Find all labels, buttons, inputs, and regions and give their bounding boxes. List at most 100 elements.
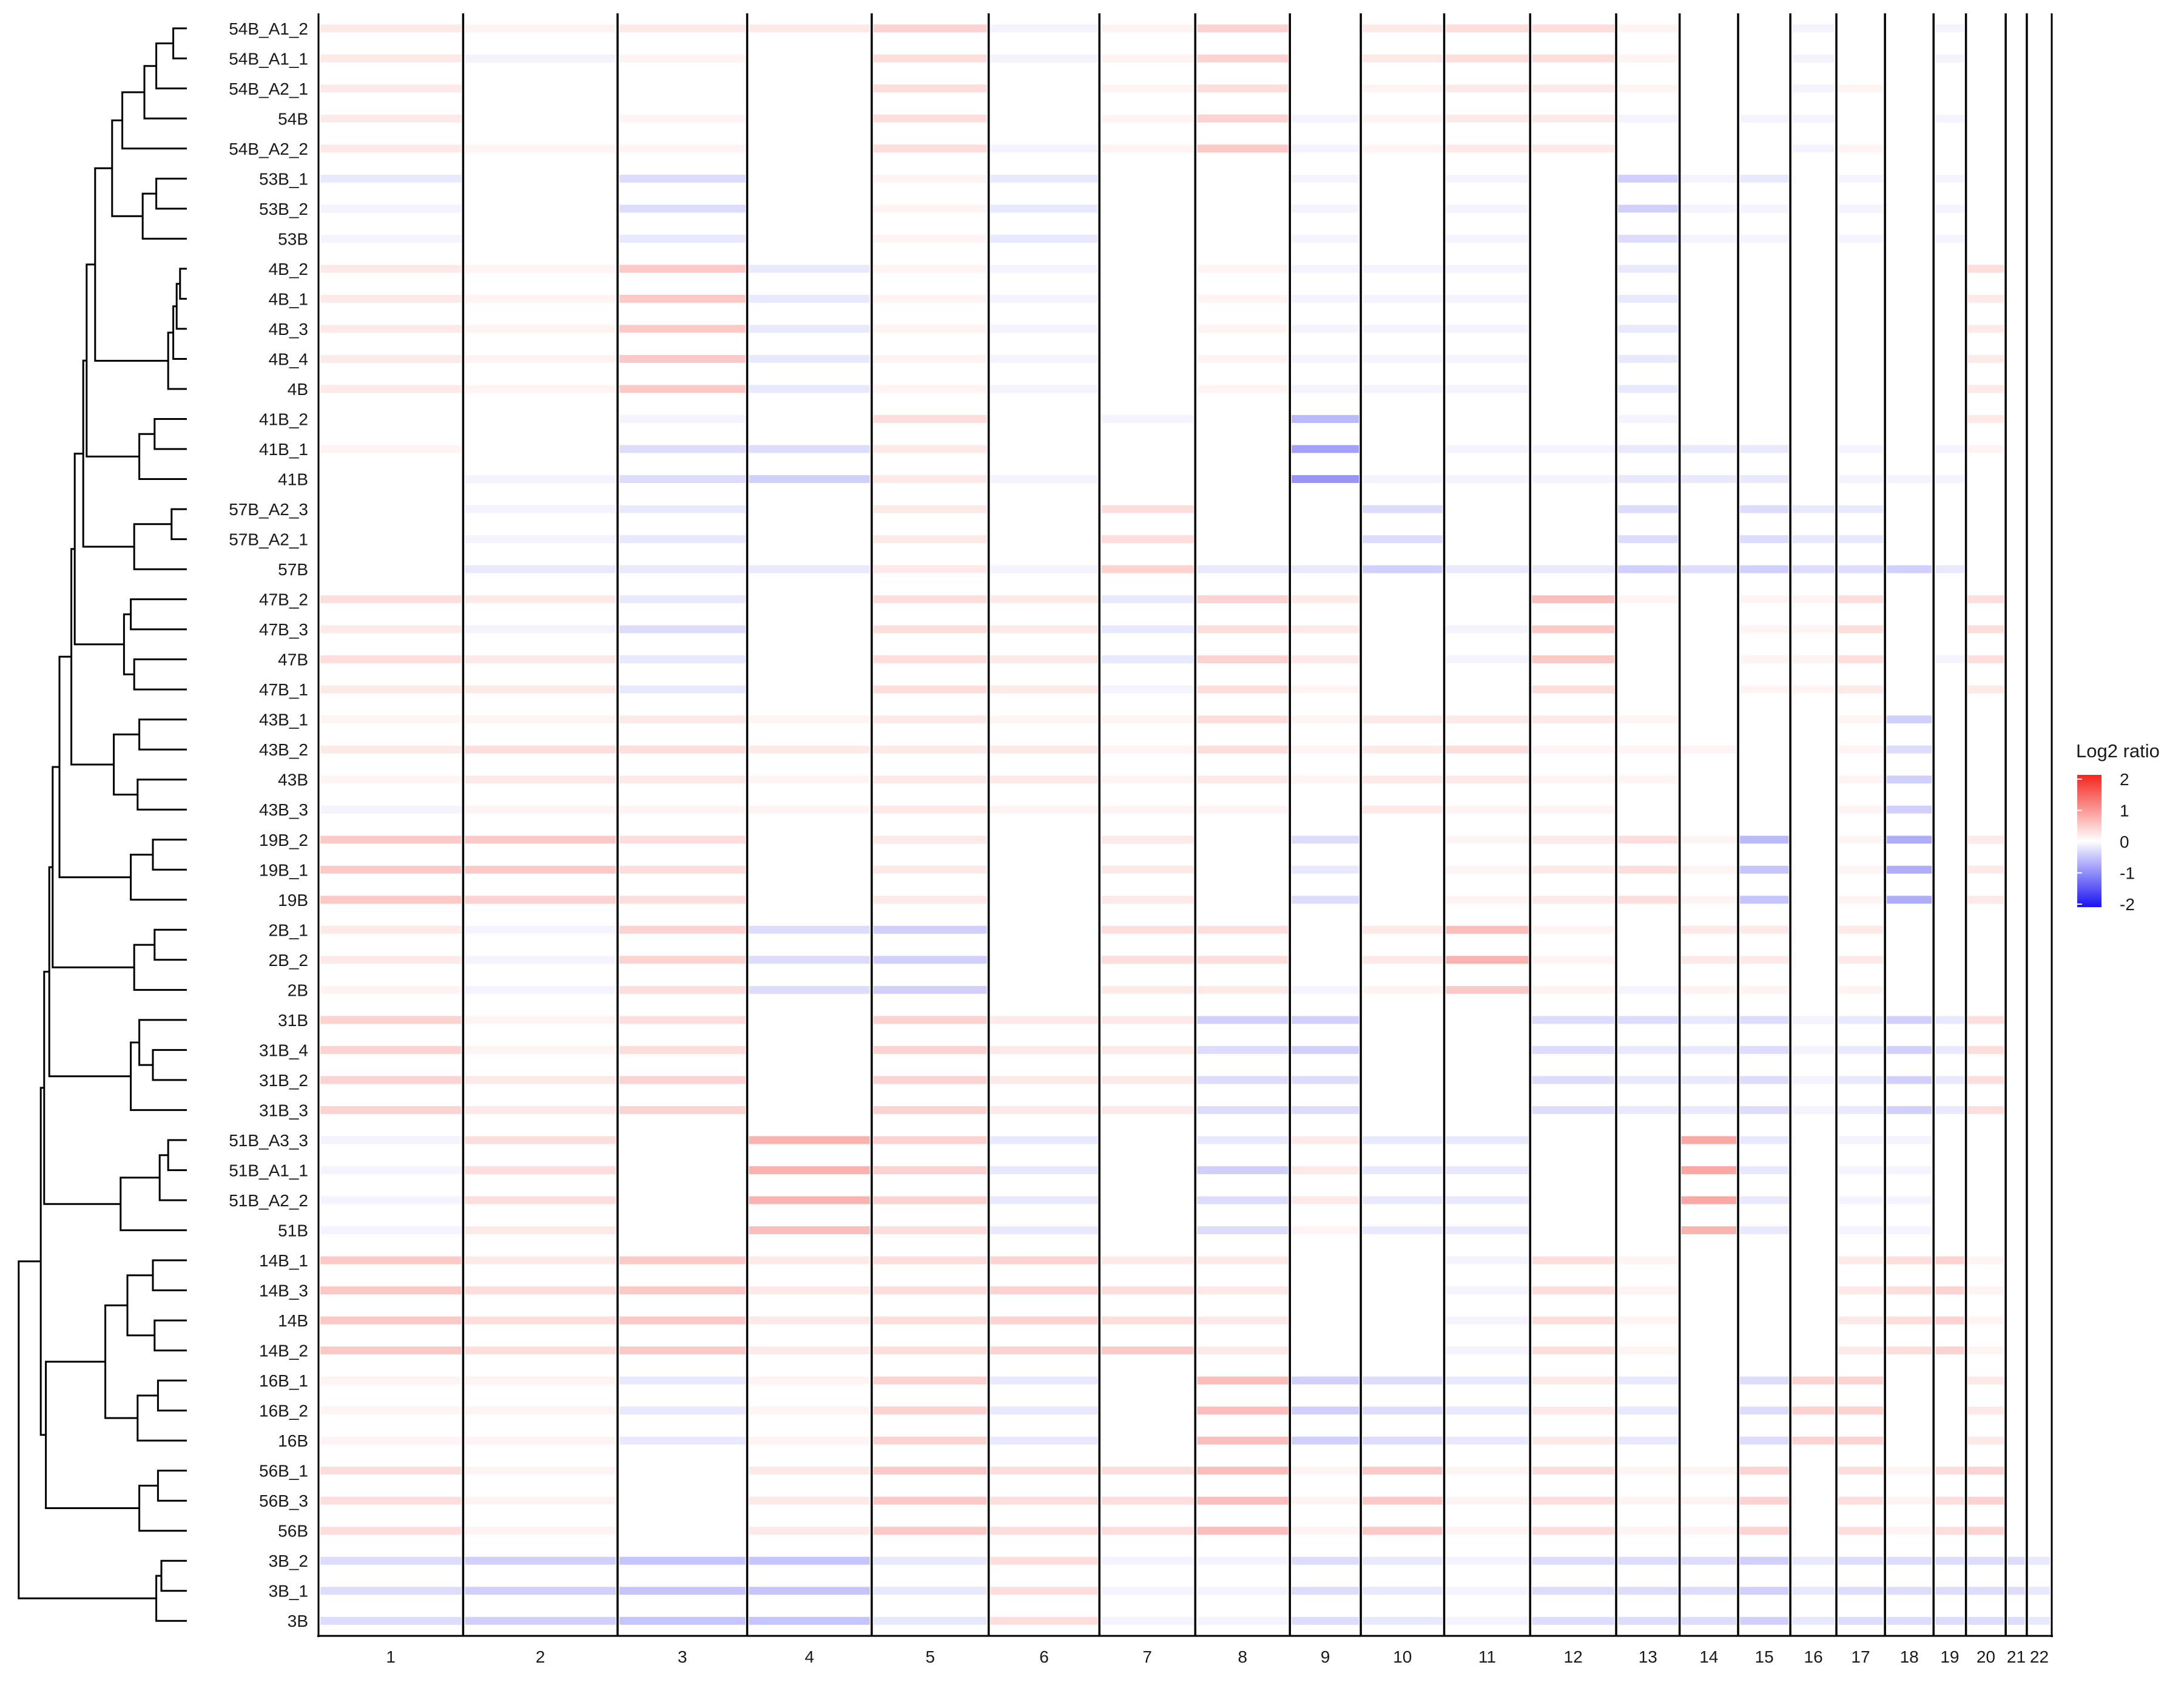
heatmap-cell (1792, 1256, 1835, 1265)
heatmap-cell (1935, 925, 1964, 934)
heatmap-cell (1363, 1136, 1443, 1144)
heatmap-cell (1101, 1316, 1194, 1325)
heatmap-cell (1363, 745, 1443, 754)
heatmap-cell (1740, 745, 1789, 754)
heatmap-cell (465, 1106, 616, 1114)
dendrogram-branch (136, 1394, 187, 1442)
heatmap-cell (990, 715, 1098, 724)
heatmap-cell (1101, 144, 1194, 153)
heatmap-cell (1197, 1556, 1289, 1565)
heatmap-cell (1967, 1286, 2004, 1294)
heatmap-cell (990, 234, 1098, 243)
heatmap-cell (1838, 204, 1884, 213)
heatmap-cell (1618, 1076, 1678, 1084)
heatmap-cell (320, 1136, 462, 1144)
heatmap-cell (1967, 385, 2004, 393)
heatmap-cell (1446, 865, 1529, 874)
heatmap-cell (1935, 1016, 1964, 1024)
heatmap-cell (1618, 1166, 1678, 1174)
heatmap-cell (873, 1166, 987, 1174)
dendrogram-branch (155, 177, 187, 210)
heatmap-cell (619, 535, 746, 544)
heatmap-cell (1681, 84, 1736, 93)
heatmap-cell (1363, 595, 1443, 604)
heatmap-cell (873, 54, 987, 62)
heatmap-cell (1967, 355, 2004, 363)
heatmap-cell (1740, 174, 1789, 183)
heatmap-cell (873, 625, 987, 633)
heatmap-cell (320, 1376, 462, 1385)
heatmap-cell (1935, 1467, 1964, 1475)
heatmap-cell (1101, 1166, 1194, 1174)
dendrogram-branch (73, 453, 124, 646)
heatmap-cell (990, 204, 1098, 213)
dendrogram-branch (136, 779, 187, 811)
heatmap-cell (1681, 1286, 1736, 1294)
row-label: 54B_A2_1 (229, 79, 308, 98)
heatmap-cell (1292, 1076, 1360, 1084)
heatmap-cell (2007, 445, 2025, 453)
heatmap-cell (2007, 1196, 2025, 1204)
heatmap-cell (1101, 1376, 1194, 1385)
heatmap-cell (2007, 114, 2025, 123)
heatmap-cell (2007, 1076, 2025, 1084)
heatmap-cell (1792, 1106, 1835, 1114)
heatmap-cell (1792, 1016, 1835, 1024)
heatmap-cell (1292, 715, 1360, 724)
heatmap-cell (619, 1376, 746, 1385)
heatmap-cell (320, 685, 462, 694)
heatmap-cell (1967, 1166, 2004, 1174)
heatmap-cell (1935, 1496, 1964, 1505)
heatmap-cell (1740, 715, 1789, 724)
heatmap-cell (1197, 54, 1289, 62)
heatmap-cell (1967, 956, 2004, 964)
heatmap-cell (1101, 745, 1194, 754)
dendrogram-branch (138, 718, 187, 751)
heatmap-cell (1292, 896, 1360, 904)
row-label: 14B_2 (259, 1342, 308, 1360)
heatmap-cell (1792, 1316, 1835, 1325)
heatmap-cell (1967, 836, 2004, 844)
heatmap-cell (1740, 1346, 1789, 1355)
heatmap-cell (1197, 775, 1289, 784)
heatmap-cell (1446, 1136, 1529, 1144)
heatmap-cell (1363, 565, 1443, 573)
heatmap-cell (990, 1346, 1098, 1355)
heatmap-cell (990, 655, 1098, 664)
heatmap-cell (1740, 836, 1789, 844)
heatmap-cell (1101, 1256, 1194, 1265)
heatmap-cell (320, 415, 462, 423)
heatmap-cell (2007, 1407, 2025, 1415)
heatmap-cell (1446, 54, 1529, 62)
heatmap-cell (465, 234, 616, 243)
heatmap-cell (2007, 325, 2025, 333)
heatmap-cell (2028, 805, 2050, 814)
heatmap-cell (1887, 385, 1932, 393)
heatmap-cell (1838, 325, 1884, 333)
heatmap-cell (619, 1256, 746, 1265)
row-label: 14B_3 (259, 1282, 308, 1300)
heatmap-cell (1792, 114, 1835, 123)
heatmap-cell (1887, 204, 1932, 213)
heatmap-cell (1446, 535, 1529, 544)
heatmap-cell (1618, 595, 1678, 604)
heatmap-cell (320, 385, 462, 393)
heatmap-cell (1532, 595, 1614, 604)
heatmap-cell (1935, 595, 1964, 604)
heatmap-cell (1292, 1436, 1360, 1445)
heatmap-cell (1740, 625, 1789, 633)
dendrogram-branch (45, 1360, 140, 1509)
heatmap-cell (1618, 1316, 1678, 1325)
heatmap-cell (1681, 896, 1736, 904)
heatmap-cell (1363, 234, 1443, 243)
heatmap-cell (2028, 24, 2050, 33)
heatmap-cell (1967, 144, 2004, 153)
heatmap-cell (1532, 956, 1614, 964)
heatmap-cell (1935, 805, 1964, 814)
column-label: 1 (386, 1647, 396, 1666)
heatmap-cell (320, 655, 462, 664)
heatmap-cell (990, 805, 1098, 814)
heatmap-cell (1838, 1467, 1884, 1475)
heatmap-cell (1446, 1316, 1529, 1325)
heatmap-cell (619, 1226, 746, 1234)
